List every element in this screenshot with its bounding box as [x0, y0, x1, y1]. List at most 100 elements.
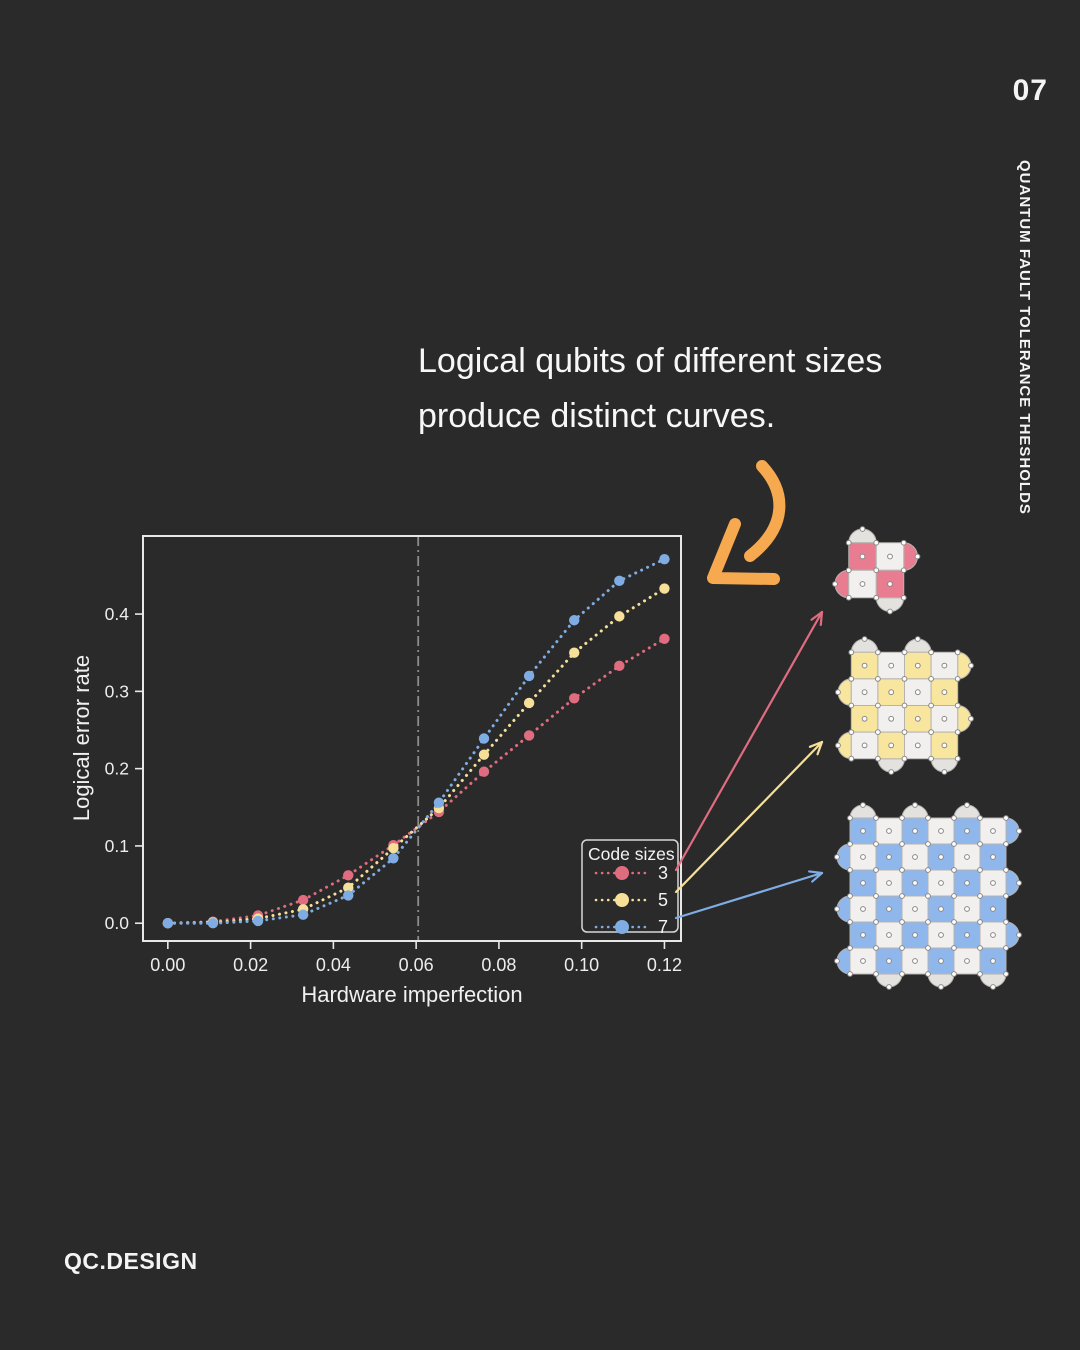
qubit-dot	[874, 728, 881, 735]
qubit-dot	[951, 971, 957, 977]
qubit-dot	[951, 919, 957, 925]
qubit-dot	[847, 815, 853, 821]
data-point	[478, 766, 490, 777]
data-point	[252, 915, 264, 927]
legend-marker	[615, 893, 629, 907]
qubit-dot	[846, 540, 852, 546]
qubit-dot	[964, 802, 970, 808]
qubit-dot	[938, 984, 944, 990]
qubit-dot	[925, 945, 931, 951]
pointer-arrow-yellow	[674, 740, 824, 894]
qubit-dot	[990, 932, 996, 938]
x-axis-ticks: 0.00 0.02 0.04 0.06 0.08 0.10 0.12	[150, 941, 682, 975]
data-point	[343, 882, 354, 893]
x-tick-label: 0.08	[481, 955, 516, 975]
data-point	[343, 870, 354, 881]
y-tick-label: 0.3	[105, 681, 129, 701]
qubit-dot	[832, 581, 839, 588]
qubit-dot	[927, 728, 934, 735]
qubit-dot	[886, 932, 892, 938]
qubit-dot	[938, 958, 944, 964]
qubit-dot	[873, 841, 879, 847]
qubit-dot	[860, 802, 866, 808]
qubit-dot	[977, 919, 983, 925]
data-point	[614, 575, 625, 587]
qubit-dot	[990, 828, 996, 834]
headline: Logical qubits of different sizes produc…	[418, 334, 882, 444]
qubit-dot	[1016, 932, 1022, 938]
pointer-arrow-blue	[674, 870, 824, 920]
qubit-dot	[847, 893, 853, 899]
legend-entry-label: 7	[658, 917, 668, 937]
qubit-dot	[912, 854, 918, 860]
qubit-dot	[886, 958, 892, 964]
qubit-dot	[914, 553, 921, 560]
data-point	[162, 918, 174, 929]
qubit-dot	[912, 906, 918, 912]
qubit-dot	[938, 854, 944, 860]
data-point	[569, 693, 580, 704]
data-point	[207, 917, 219, 928]
data-point	[478, 749, 490, 760]
qubit-dot	[860, 828, 866, 834]
qubit-dot	[899, 893, 905, 899]
qubit-dot	[873, 567, 880, 574]
y-tick-label: 0.2	[105, 759, 129, 779]
qubit-dot	[861, 688, 868, 695]
series-3	[162, 633, 670, 929]
qubit-dot	[977, 945, 983, 951]
qubit-dot	[874, 702, 881, 709]
qubit-dot	[848, 702, 854, 709]
qubit-dot	[887, 742, 894, 748]
qubit-dot	[848, 675, 854, 682]
qubit-dot	[887, 688, 894, 695]
qubit-dot	[873, 540, 880, 546]
qubit-dot	[938, 932, 944, 938]
data-point	[162, 918, 174, 929]
data-point	[388, 843, 399, 854]
pointer-arrow-pink	[674, 610, 824, 872]
qubit-dot	[901, 540, 907, 546]
qubit-dot	[847, 945, 853, 951]
qubit-dot	[912, 802, 918, 808]
qubit-dot	[899, 945, 905, 951]
qubit-dot	[873, 971, 879, 977]
data-point	[297, 904, 309, 915]
data-point	[523, 730, 535, 741]
data-point	[297, 894, 309, 906]
x-tick-label: 0.10	[564, 955, 599, 975]
qubit-dot	[1016, 880, 1022, 886]
qubit-dot	[1003, 841, 1009, 847]
qubit-dot	[951, 815, 957, 821]
qubit-dot	[912, 828, 918, 834]
qubit-dot	[886, 906, 892, 912]
qubit-dot	[873, 867, 879, 873]
qubit-dot	[860, 932, 866, 938]
qubit-dot	[941, 688, 947, 695]
data-point	[252, 913, 264, 924]
data-point	[162, 918, 174, 929]
qubit-dot	[846, 595, 852, 601]
x-tick-label: 0.04	[316, 955, 351, 975]
qubit-dot	[901, 595, 907, 601]
qubit-dot	[977, 867, 983, 873]
qubit-dot	[914, 662, 921, 669]
qubit-dot	[859, 581, 866, 588]
qubit-dot	[887, 715, 894, 722]
qubit-dot	[941, 768, 947, 775]
qubit-dot	[834, 906, 840, 912]
data-point	[433, 806, 445, 818]
qubit-dot	[848, 728, 854, 735]
legend-entry-label: 5	[658, 890, 668, 910]
qubit-dot	[874, 755, 881, 762]
qubit-dot	[951, 893, 957, 899]
chart-frame	[142, 535, 682, 942]
qubit-dot	[964, 958, 970, 964]
qubit-dot	[938, 906, 944, 912]
qubit-dot	[938, 880, 944, 886]
qubit-dot	[990, 984, 996, 990]
lattice-code-size-3	[832, 526, 921, 615]
data-point	[659, 583, 670, 594]
qubit-dot	[901, 728, 908, 735]
